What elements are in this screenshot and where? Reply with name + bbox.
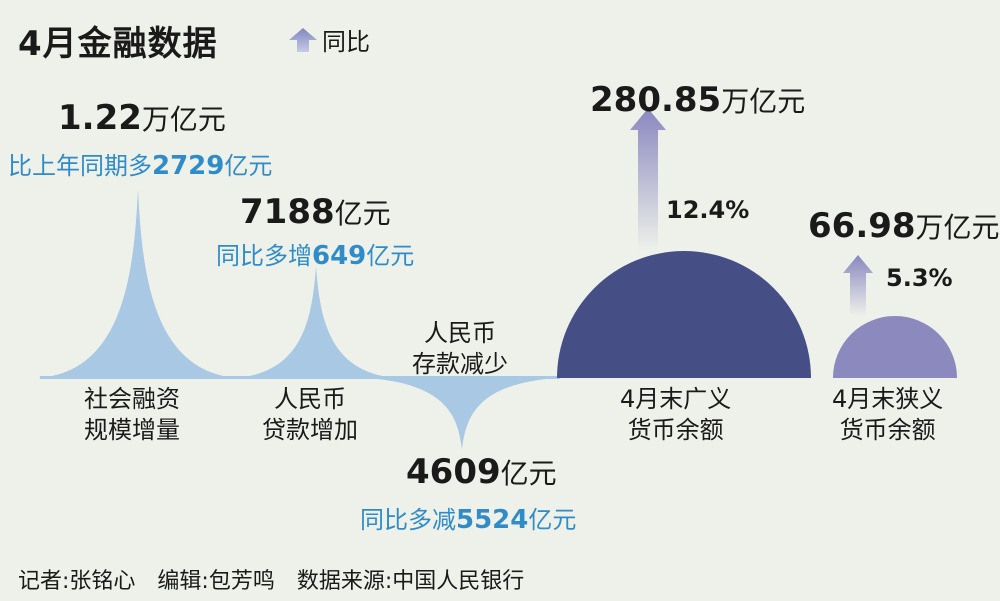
value-number: 4609 <box>406 452 501 492</box>
semicircle-narrow-money <box>832 315 958 378</box>
value-unit: 亿元 <box>500 457 557 490</box>
label-line: 存款减少 <box>412 350 508 378</box>
value-number: 1.22 <box>58 98 142 138</box>
value-unit: 万亿元 <box>721 85 806 118</box>
label-line: 人民币 <box>274 385 346 413</box>
rmb-deposits-value: 4609亿元 <box>406 452 557 492</box>
value-unit: 万亿元 <box>915 211 1000 244</box>
social-financing-value: 1.22万亿元 <box>58 98 226 138</box>
arrow-broad-money-yoy <box>630 108 666 252</box>
compare-number: 649 <box>312 241 367 271</box>
semicircle-broad-money <box>557 251 811 378</box>
value-number: 7188 <box>240 192 335 232</box>
broad-money-label: 4月末广义 货币余额 <box>620 384 731 446</box>
up-arrow-icon <box>289 27 317 52</box>
arrow-narrow-money-yoy <box>843 255 873 316</box>
label-line: 规模增量 <box>84 416 180 444</box>
label-line: 货币余额 <box>627 416 724 444</box>
spike-social-financing <box>38 188 238 378</box>
social-financing-compare: 比上年同期多2729亿元 <box>8 146 272 181</box>
page-title: 4月金融数据 <box>18 24 218 64</box>
value-number: 66.98 <box>808 206 916 246</box>
label-line: 人民币 <box>424 319 496 347</box>
social-financing-label: 社会融资 规模增量 <box>84 384 180 446</box>
rmb-deposits-compare: 同比多减5524亿元 <box>360 500 576 535</box>
value-unit: 万亿元 <box>141 103 226 136</box>
value-number: 280.85 <box>590 80 722 120</box>
rmb-loans-label: 人民币 贷款增加 <box>262 384 358 446</box>
compare-prefix: 比上年同期多 <box>8 152 152 180</box>
spike-rmb-deposits <box>367 378 557 450</box>
narrow-money-yoy: 5.3% <box>886 264 953 292</box>
label-line: 社会融资 <box>84 385 180 413</box>
compare-prefix: 同比多增 <box>216 242 312 270</box>
compare-number: 5524 <box>456 505 529 535</box>
label-line: 贷款增加 <box>262 416 358 444</box>
legend-label: 同比 <box>322 28 370 56</box>
compare-unit: 亿元 <box>224 152 273 180</box>
narrow-money-value: 66.98万亿元 <box>808 206 1000 246</box>
compare-unit: 亿元 <box>528 506 577 534</box>
legend: 同比 <box>288 22 370 57</box>
label-line: 4月末广义 <box>620 385 732 413</box>
broad-money-value: 280.85万亿元 <box>590 80 805 120</box>
compare-number: 2729 <box>152 151 225 181</box>
label-line: 货币余额 <box>839 416 936 444</box>
spike-rmb-loans <box>236 266 396 378</box>
rmb-loans-value: 7188亿元 <box>240 192 391 232</box>
broad-money-yoy: 12.4% <box>666 196 750 224</box>
compare-prefix: 同比多减 <box>360 506 456 534</box>
label-line: 4月末狭义 <box>832 385 944 413</box>
rmb-loans-compare: 同比多增649亿元 <box>216 236 414 271</box>
narrow-money-label: 4月末狭义 货币余额 <box>832 384 943 446</box>
value-unit: 亿元 <box>334 197 391 230</box>
compare-unit: 亿元 <box>366 242 415 270</box>
rmb-deposits-label: 人民币 存款减少 <box>412 318 508 380</box>
footer-credits: 记者:张铭心 编辑:包芳鸣 数据来源:中国人民银行 <box>18 569 525 594</box>
